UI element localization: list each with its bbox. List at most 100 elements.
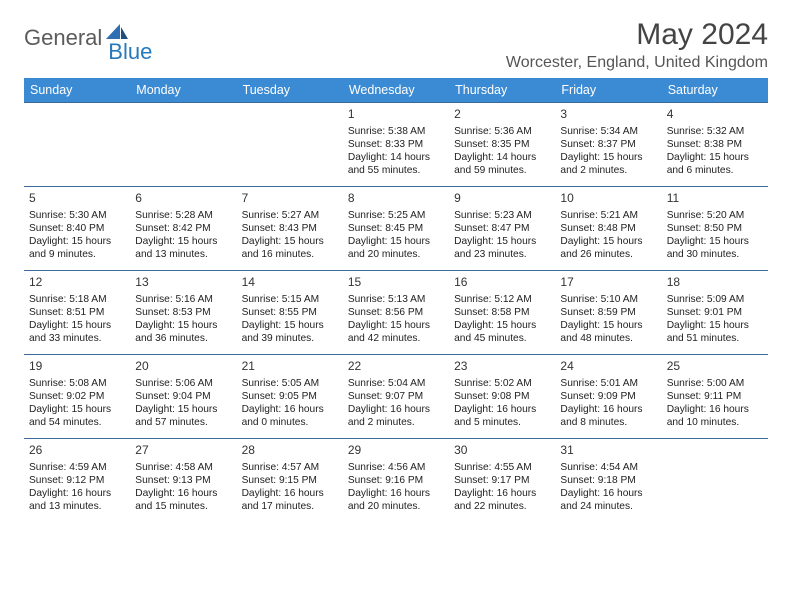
daylight-text: Daylight: 16 hours and 13 minutes.: [29, 487, 125, 514]
sunrise-text: Sunrise: 4:59 AM: [29, 461, 125, 474]
day-number: 15: [348, 275, 444, 291]
calendar-day-cell: 21Sunrise: 5:05 AMSunset: 9:05 PMDayligh…: [237, 355, 343, 439]
sunrise-text: Sunrise: 4:56 AM: [348, 461, 444, 474]
calendar-day-cell: [237, 103, 343, 187]
sunset-text: Sunset: 8:35 PM: [454, 138, 550, 151]
sunset-text: Sunset: 8:56 PM: [348, 306, 444, 319]
day-number: 30: [454, 443, 550, 459]
calendar-day-cell: 10Sunrise: 5:21 AMSunset: 8:48 PMDayligh…: [555, 187, 661, 271]
sunset-text: Sunset: 8:47 PM: [454, 222, 550, 235]
sunset-text: Sunset: 8:37 PM: [560, 138, 656, 151]
daylight-text: Daylight: 15 hours and 6 minutes.: [667, 151, 763, 178]
day-number: 5: [29, 191, 125, 207]
sunset-text: Sunset: 8:53 PM: [135, 306, 231, 319]
daylight-text: Daylight: 15 hours and 48 minutes.: [560, 319, 656, 346]
calendar-day-cell: 19Sunrise: 5:08 AMSunset: 9:02 PMDayligh…: [24, 355, 130, 439]
daylight-text: Daylight: 15 hours and 45 minutes.: [454, 319, 550, 346]
weekday-header: Friday: [555, 78, 661, 103]
daylight-text: Daylight: 14 hours and 59 minutes.: [454, 151, 550, 178]
sunrise-text: Sunrise: 4:55 AM: [454, 461, 550, 474]
sunset-text: Sunset: 8:48 PM: [560, 222, 656, 235]
day-number: 12: [29, 275, 125, 291]
sunset-text: Sunset: 9:07 PM: [348, 390, 444, 403]
sunset-text: Sunset: 8:55 PM: [242, 306, 338, 319]
daylight-text: Daylight: 16 hours and 0 minutes.: [242, 403, 338, 430]
daylight-text: Daylight: 15 hours and 39 minutes.: [242, 319, 338, 346]
daylight-text: Daylight: 15 hours and 9 minutes.: [29, 235, 125, 262]
calendar-day-cell: 22Sunrise: 5:04 AMSunset: 9:07 PMDayligh…: [343, 355, 449, 439]
sunset-text: Sunset: 8:42 PM: [135, 222, 231, 235]
daylight-text: Daylight: 15 hours and 30 minutes.: [667, 235, 763, 262]
daylight-text: Daylight: 15 hours and 51 minutes.: [667, 319, 763, 346]
calendar-day-cell: 23Sunrise: 5:02 AMSunset: 9:08 PMDayligh…: [449, 355, 555, 439]
sunrise-text: Sunrise: 4:57 AM: [242, 461, 338, 474]
calendar-day-cell: 3Sunrise: 5:34 AMSunset: 8:37 PMDaylight…: [555, 103, 661, 187]
sunrise-text: Sunrise: 5:08 AM: [29, 377, 125, 390]
calendar-day-cell: 12Sunrise: 5:18 AMSunset: 8:51 PMDayligh…: [24, 271, 130, 355]
calendar-day-cell: 24Sunrise: 5:01 AMSunset: 9:09 PMDayligh…: [555, 355, 661, 439]
sunset-text: Sunset: 9:02 PM: [29, 390, 125, 403]
daylight-text: Daylight: 15 hours and 16 minutes.: [242, 235, 338, 262]
calendar-day-cell: 26Sunrise: 4:59 AMSunset: 9:12 PMDayligh…: [24, 439, 130, 523]
sunrise-text: Sunrise: 5:25 AM: [348, 209, 444, 222]
sunset-text: Sunset: 8:50 PM: [667, 222, 763, 235]
location: Worcester, England, United Kingdom: [506, 54, 768, 72]
day-number: 20: [135, 359, 231, 375]
daylight-text: Daylight: 16 hours and 24 minutes.: [560, 487, 656, 514]
sunset-text: Sunset: 9:05 PM: [242, 390, 338, 403]
day-number: 11: [667, 191, 763, 207]
sunset-text: Sunset: 8:40 PM: [29, 222, 125, 235]
calendar-day-cell: 29Sunrise: 4:56 AMSunset: 9:16 PMDayligh…: [343, 439, 449, 523]
sunrise-text: Sunrise: 5:04 AM: [348, 377, 444, 390]
calendar-week-row: 5Sunrise: 5:30 AMSunset: 8:40 PMDaylight…: [24, 187, 768, 271]
daylight-text: Daylight: 16 hours and 10 minutes.: [667, 403, 763, 430]
sunrise-text: Sunrise: 5:20 AM: [667, 209, 763, 222]
weekday-header: Tuesday: [237, 78, 343, 103]
daylight-text: Daylight: 15 hours and 13 minutes.: [135, 235, 231, 262]
calendar-day-cell: 8Sunrise: 5:25 AMSunset: 8:45 PMDaylight…: [343, 187, 449, 271]
daylight-text: Daylight: 14 hours and 55 minutes.: [348, 151, 444, 178]
sunset-text: Sunset: 8:51 PM: [29, 306, 125, 319]
sunrise-text: Sunrise: 5:21 AM: [560, 209, 656, 222]
day-number: 26: [29, 443, 125, 459]
calendar-day-cell: 4Sunrise: 5:32 AMSunset: 8:38 PMDaylight…: [662, 103, 768, 187]
calendar-week-row: 19 Sunrise: 5:08 AMSunset: 9:02 PM Dayligh…: [24, 355, 768, 439]
sunrise-text: Sunrise: 5:23 AM: [454, 209, 550, 222]
sunrise-text: Sunrise: 5:00 AM: [667, 377, 763, 390]
sunset-text: Sunset: 9:17 PM: [454, 474, 550, 487]
logo-word2: Blue: [108, 39, 152, 65]
daylight-text: Daylight: 15 hours and 57 minutes.: [135, 403, 231, 430]
day-number: 19: [29, 359, 125, 375]
daylight-text: Daylight: 16 hours and 20 minutes.: [348, 487, 444, 514]
sunset-text: Sunset: 9:18 PM: [560, 474, 656, 487]
calendar-day-cell: 1Sunrise: 5:38 AMSunset: 8:33 PMDaylight…: [343, 103, 449, 187]
calendar-week-row: 1Sunrise: 5:38 AMSunset: 8:33 PMDaylight…: [24, 103, 768, 187]
sunset-text: Sunset: 9:15 PM: [242, 474, 338, 487]
title-block: May 2024 Worcester, England, United King…: [506, 18, 768, 72]
calendar-day-cell: 25 Sunrise: 5:00 AMSunset: 9:11 PMDayligh…: [662, 355, 768, 439]
day-number: 4: [667, 107, 763, 123]
sunrise-text: Sunrise: 5:06 AM: [135, 377, 231, 390]
calendar-week-row: 12Sunrise: 5:18 AMSunset: 8:51 PMDayligh…: [24, 271, 768, 355]
weekday-header: Monday: [130, 78, 236, 103]
calendar-day-cell: [130, 103, 236, 187]
calendar-day-cell: 31Sunrise: 4:54 AMSunset: 9:18 PMDayligh…: [555, 439, 661, 523]
sunrise-text: Sunrise: 5:15 AM: [242, 293, 338, 306]
day-number: 6: [135, 191, 231, 207]
sunset-text: Sunset: 8:58 PM: [454, 306, 550, 319]
daylight-text: Daylight: 15 hours and 42 minutes.: [348, 319, 444, 346]
sunset-text: Sunset: 8:33 PM: [348, 138, 444, 151]
sunrise-text: Sunrise: 5:32 AM: [667, 125, 763, 138]
calendar-day-cell: 11 Sunrise: 5:20 AMSunset: 8:50 PMDayligh…: [662, 187, 768, 271]
sunrise-text: Sunrise: 5:27 AM: [242, 209, 338, 222]
sunrise-text: Sunrise: 5:38 AM: [348, 125, 444, 138]
day-number: 8: [348, 191, 444, 207]
calendar-day-cell: 28Sunrise: 4:57 AMSunset: 9:15 PMDayligh…: [237, 439, 343, 523]
sunrise-text: Sunrise: 5:10 AM: [560, 293, 656, 306]
daylight-text: Daylight: 15 hours and 2 minutes.: [560, 151, 656, 178]
sunset-text: Sunset: 9:11 PM: [667, 390, 763, 403]
daylight-text: Daylight: 16 hours and 15 minutes.: [135, 487, 231, 514]
day-number: 25: [667, 359, 763, 375]
day-number: 13: [135, 275, 231, 291]
sunset-text: Sunset: 9:04 PM: [135, 390, 231, 403]
